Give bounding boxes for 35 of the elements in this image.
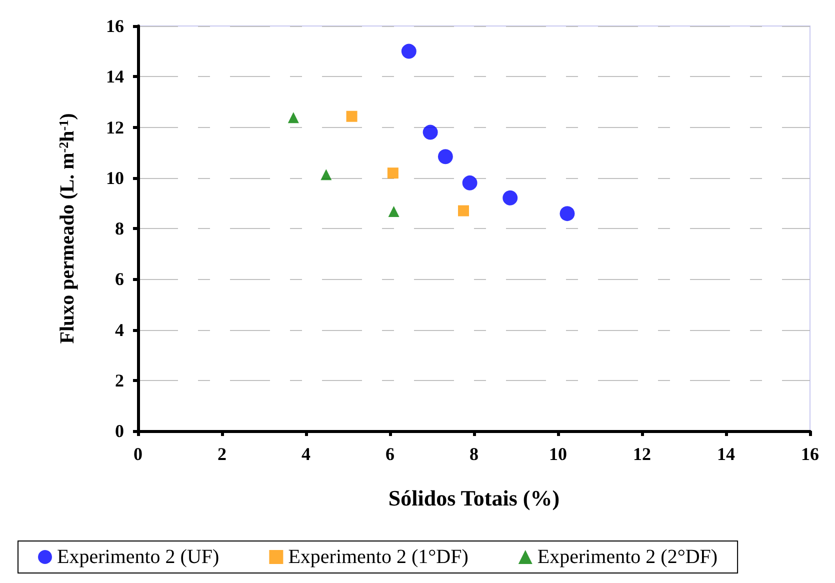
x-tick-label: 0	[134, 444, 142, 464]
y-tick-label: 6	[115, 269, 124, 290]
x-tick-label: 16	[801, 444, 819, 464]
point	[458, 205, 469, 216]
y-tick-label: 12	[106, 117, 124, 138]
x-tick-label: 2	[218, 444, 226, 464]
point	[438, 149, 453, 164]
y-tick-label: 4	[115, 320, 124, 340]
y-axis-title: Fluxo permeado (L. m-2h-1)	[56, 113, 78, 344]
x-tick-label: 4	[302, 444, 310, 464]
x-tick-label: 10	[549, 444, 567, 464]
y-tick-label: 14	[106, 66, 124, 87]
x-tick-label: 8	[470, 444, 478, 464]
point	[422, 124, 438, 140]
x-tick-label: 12	[633, 444, 651, 464]
point	[320, 169, 332, 180]
y-tick-label: 16	[106, 16, 124, 36]
point	[387, 168, 398, 179]
point	[560, 206, 575, 222]
point	[462, 175, 478, 190]
x-axis-title: Sólidos Totais (%)	[388, 486, 560, 510]
legend-label: Experimento 2 (UF)	[57, 546, 220, 568]
point	[288, 112, 299, 124]
point	[388, 206, 400, 218]
legend-label: Experimento 2 (1°DF)	[288, 546, 468, 568]
y-tick-label: 0	[115, 421, 124, 441]
y-tick-label: 10	[106, 168, 124, 188]
point	[401, 44, 416, 59]
x-tick-label: 6	[386, 444, 394, 464]
legend-label: Experimento 2 (2°DF)	[537, 546, 718, 568]
y-tick-label: 8	[115, 218, 124, 238]
x-tick-label: 14	[717, 444, 735, 464]
point	[346, 110, 358, 122]
y-tick-label: 2	[115, 370, 124, 390]
point	[502, 190, 518, 206]
